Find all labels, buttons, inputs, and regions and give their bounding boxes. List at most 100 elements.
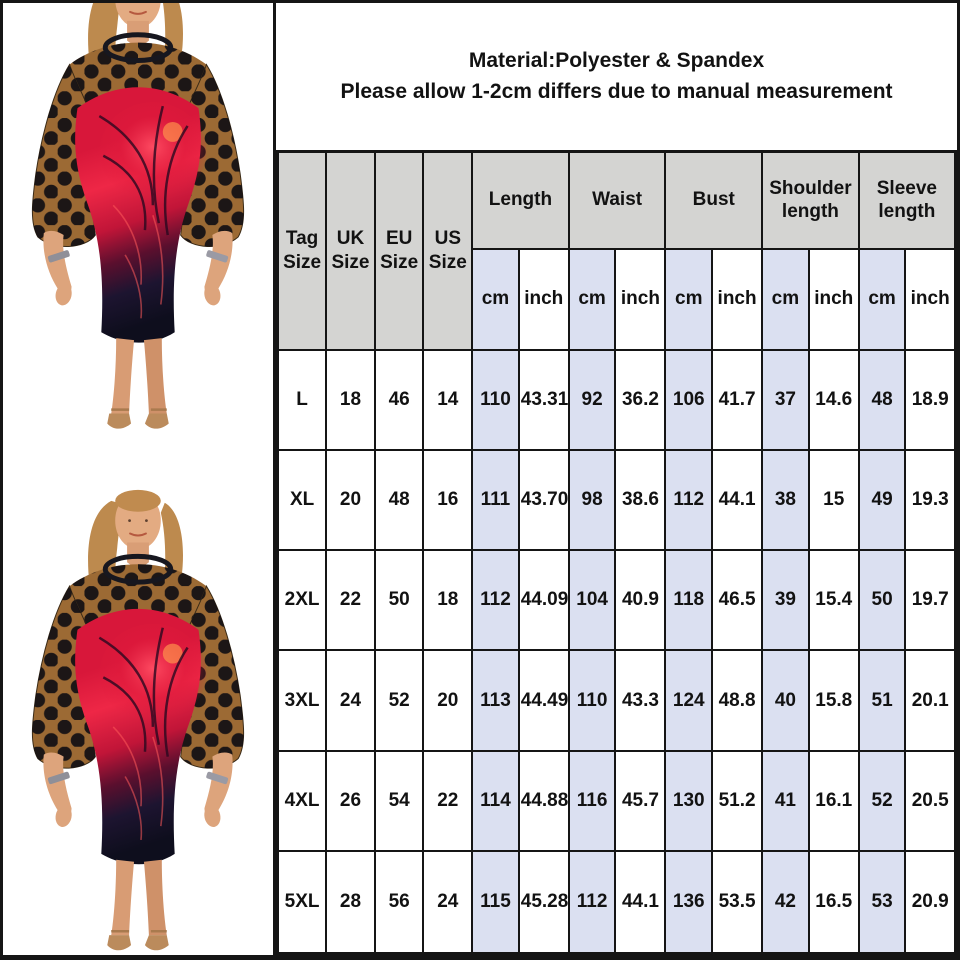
cell-us: 18 — [422, 549, 474, 652]
cell-eu: 50 — [373, 549, 425, 652]
cell-length_inch: 44.88 — [517, 749, 570, 853]
size-row-5XL: 5XL 28 56 24 115 45.28 112 44.1 136 53.5 42 16.5 53 2… — [276, 850, 957, 955]
product-photo-1 — [3, 3, 273, 479]
size-row-3XL: 3XL 24 52 20 113 44.49 110 43.3 124 48.8 40 15.8 51 2… — [276, 649, 957, 752]
cell-sleeve_cm: 50 — [857, 549, 907, 652]
cell-waist_inch: 36.2 — [614, 348, 667, 451]
material-note: Material:Polyester & Spandex Please allo… — [276, 3, 957, 150]
info-column: Material:Polyester & Spandex Please allo… — [276, 3, 957, 955]
cell-bust_inch: 46.5 — [711, 549, 764, 652]
cell-uk: 18 — [325, 348, 376, 451]
unit-header-inch: inch — [614, 247, 667, 351]
unit-header-cm: cm — [567, 247, 617, 351]
cell-tag: 4XL — [276, 749, 328, 853]
cell-length_inch: 45.28 — [517, 850, 570, 955]
cell-tag: L — [276, 348, 328, 451]
cell-tag: XL — [276, 448, 328, 552]
cell-sleeve_inch: 19.3 — [904, 448, 957, 552]
header-length: Length — [471, 150, 570, 250]
unit-header-cm: cm — [761, 247, 810, 351]
cell-shoulder_inch: 15.4 — [807, 549, 860, 652]
cell-bust_cm: 130 — [664, 749, 714, 853]
cell-us: 22 — [422, 749, 474, 853]
cell-waist_cm: 116 — [567, 749, 617, 853]
cell-bust_cm: 124 — [664, 649, 714, 752]
header-group-row: Tag Size UK Size EU Size US Size Length … — [276, 150, 957, 351]
cell-sleeve_cm: 48 — [857, 348, 907, 451]
cell-us: 14 — [422, 348, 474, 451]
cell-eu: 48 — [373, 448, 425, 552]
cell-waist_inch: 45.7 — [614, 749, 667, 853]
dress-model-illustration-cropped — [3, 3, 273, 479]
header-tag-size: Tag Size — [276, 150, 328, 351]
cell-us: 24 — [422, 850, 474, 955]
cell-bust_inch: 41.7 — [711, 348, 764, 451]
header-unit-row: cm inch cm inch cm inch cm inch cm inch — [278, 247, 957, 351]
unit-header-cm: cm — [664, 247, 714, 351]
cell-shoulder_inch: 15 — [807, 448, 860, 552]
cell-us: 20 — [422, 649, 474, 752]
unit-header-cm: cm — [857, 247, 907, 351]
unit-header-inch: inch — [517, 247, 570, 351]
size-row-XL: XL 20 48 16 111 43.70 98 38.6 112 44.1 38 15 49 19.3 — [276, 448, 957, 552]
cell-waist_inch: 43.3 — [614, 649, 667, 752]
cell-length_cm: 110 — [471, 348, 520, 451]
cell-waist_inch: 44.1 — [614, 850, 667, 955]
cell-uk: 20 — [325, 448, 376, 552]
cell-shoulder_inch: 15.8 — [807, 649, 860, 752]
cell-shoulder_cm: 38 — [761, 448, 810, 552]
product-photo-2 — [3, 479, 273, 955]
unit-header-inch: inch — [904, 247, 957, 351]
size-row-4XL: 4XL 26 54 22 114 44.88 116 45.7 130 51.2 41 16.1 52 2… — [276, 749, 957, 853]
cell-tag: 5XL — [276, 850, 328, 955]
cell-sleeve_inch: 20.9 — [904, 850, 957, 955]
cell-shoulder_inch: 14.6 — [807, 348, 860, 451]
cell-shoulder_cm: 40 — [761, 649, 810, 752]
cell-bust_cm: 106 — [664, 348, 714, 451]
cell-waist_cm: 104 — [567, 549, 617, 652]
photo-column — [3, 3, 276, 955]
cell-shoulder_inch: 16.1 — [807, 749, 860, 853]
cell-bust_cm: 136 — [664, 850, 714, 955]
cell-shoulder_cm: 41 — [761, 749, 810, 853]
cell-waist_cm: 112 — [567, 850, 617, 955]
cell-waist_inch: 38.6 — [614, 448, 667, 552]
cell-sleeve_cm: 52 — [857, 749, 907, 853]
header-sleeve-length: Sleeve length — [857, 150, 957, 250]
cell-sleeve_inch: 18.9 — [904, 348, 957, 451]
cell-length_inch: 43.70 — [517, 448, 570, 552]
cell-sleeve_inch: 20.1 — [904, 649, 957, 752]
header-us-size: US Size — [422, 150, 474, 351]
size-table-body: L 18 46 14 110 43.31 92 36.2 106 41.7 37 14.6 48 18.9… — [276, 348, 957, 955]
cell-length_inch: 44.49 — [517, 649, 570, 752]
cell-eu: 54 — [373, 749, 425, 853]
cell-bust_inch: 44.1 — [711, 448, 764, 552]
cell-length_cm: 113 — [471, 649, 520, 752]
size-table: Tag Size UK Size EU Size US Size Length … — [276, 150, 957, 955]
header-waist: Waist — [567, 150, 667, 250]
cell-length_cm: 112 — [471, 549, 520, 652]
material-line: Material:Polyester & Spandex — [468, 48, 765, 72]
cell-waist_inch: 40.9 — [614, 549, 667, 652]
cell-bust_cm: 118 — [664, 549, 714, 652]
cell-waist_cm: 92 — [567, 348, 617, 451]
cell-sleeve_cm: 49 — [857, 448, 907, 552]
cell-eu: 56 — [373, 850, 425, 955]
size-row-L: L 18 46 14 110 43.31 92 36.2 106 41.7 37 14.6 48 18.9 — [276, 348, 957, 451]
dress-model-illustration-full — [3, 479, 273, 955]
unit-header-inch: inch — [807, 247, 860, 351]
cell-shoulder_cm: 39 — [761, 549, 810, 652]
cell-uk: 26 — [325, 749, 376, 853]
header-shoulder-length: Shoulder length — [761, 150, 860, 250]
cell-sleeve_inch: 20.5 — [904, 749, 957, 853]
cell-waist_cm: 110 — [567, 649, 617, 752]
size-table-wrap: Tag Size UK Size EU Size US Size Length … — [276, 150, 957, 955]
cell-shoulder_cm: 37 — [761, 348, 810, 451]
cell-length_cm: 111 — [471, 448, 520, 552]
cell-sleeve_inch: 19.7 — [904, 549, 957, 652]
cell-tag: 2XL — [276, 549, 328, 652]
cell-bust_inch: 51.2 — [711, 749, 764, 853]
cell-sleeve_cm: 53 — [857, 850, 907, 955]
cell-bust_cm: 112 — [664, 448, 714, 552]
